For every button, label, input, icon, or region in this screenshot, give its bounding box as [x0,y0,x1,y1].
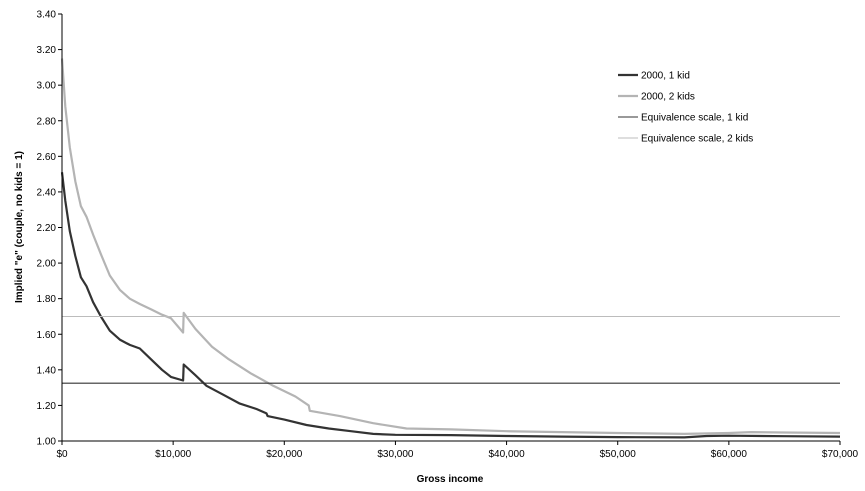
x-tick-label: $50,000 [600,449,637,460]
x-axis-ticks: $0 $10,000 $20,000 $30,000 $40,000 $50,000 $60… [56,441,859,460]
axes [61,14,840,442]
legend-label: 2000, 2 kids [641,92,695,103]
x-tick-label: $0 [56,449,68,460]
legend-label: 2000, 1 kid [641,71,690,82]
x-tick-label: $70,000 [822,449,859,460]
legend-label: Equivalence scale, 2 kids [641,134,753,145]
y-tick-label: 3.20 [37,45,57,56]
series-line [60,58,841,435]
y-tick-label: 2.00 [37,259,57,270]
y-axis-ticks: 1.00 1.20 1.40 1.60 1.80 2.00 2.20 2.40 2.60 2.80… [37,10,62,448]
y-tick-label: 3.40 [37,10,57,21]
plot-lines [60,58,841,439]
y-tick-label: 2.80 [37,116,57,127]
x-tick-label: $30,000 [377,449,414,460]
y-tick-label: 1.20 [37,401,57,412]
legend: 2000, 1 kid 2000, 2 kids Equivalence scale… [618,71,753,145]
y-tick-label: 3.00 [37,81,57,92]
series-line [60,172,841,439]
y-tick-label: 1.00 [37,437,57,448]
x-tick-label: $60,000 [711,449,748,460]
x-tick-label: $40,000 [488,449,525,460]
x-axis-title: Gross income [417,474,484,485]
y-tick-label: 1.60 [37,330,57,341]
y-tick-label: 2.60 [37,152,57,163]
y-tick-label: 1.80 [37,294,57,305]
legend-label: Equivalence scale, 1 kid [641,113,748,124]
y-tick-label: 2.20 [37,223,57,234]
y-axis-title: Implied "e" (couple, no kids = 1) [14,151,25,303]
x-tick-label: $20,000 [266,449,303,460]
y-tick-label: 2.40 [37,187,57,198]
y-tick-label: 1.40 [37,365,57,376]
x-tick-label: $10,000 [155,449,192,460]
